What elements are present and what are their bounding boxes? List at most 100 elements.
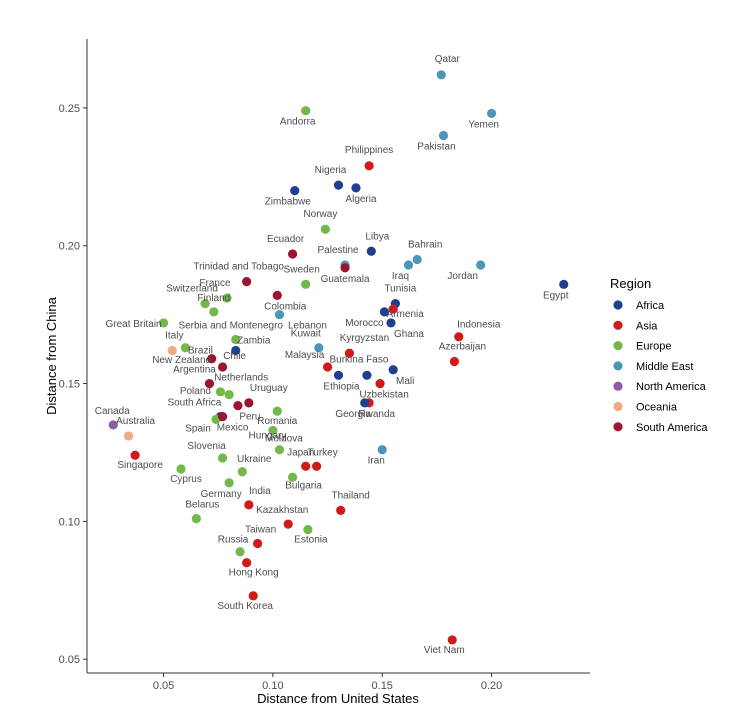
label-rwanda: Rwanda xyxy=(358,409,395,420)
point-argentina xyxy=(204,378,215,389)
y-tick-label: 0.20 xyxy=(59,241,80,253)
label-bulgaria: Bulgaria xyxy=(285,480,322,491)
label-pakistan: Pakistan xyxy=(417,141,455,152)
point-uruguay xyxy=(244,398,254,408)
label-zimbabwe: Zimbabwe xyxy=(265,197,312,208)
point-malaysia xyxy=(322,362,333,372)
point-morocco xyxy=(379,307,390,317)
point-mali xyxy=(388,365,398,375)
label-hong-kong: Hong Kong xyxy=(229,568,279,579)
label-netherlands: Netherlands xyxy=(214,373,268,384)
point-labels: Qatar Yemen Andorra Pakistan Philippines Nige… xyxy=(95,54,569,656)
point-slovenia xyxy=(217,453,228,463)
label-zambia: Zambia xyxy=(237,335,271,346)
point-france xyxy=(222,293,232,303)
point-romania xyxy=(272,406,282,416)
label-algeria: Algeria xyxy=(345,194,377,205)
label-brazil: Brazil xyxy=(188,346,213,357)
point-serbia-and-montenegro xyxy=(231,334,241,345)
label-taiwan: Taiwan xyxy=(245,524,276,535)
legend-label-middle-east: Middle East xyxy=(636,361,693,373)
point-estonia xyxy=(303,525,313,535)
point-andorra xyxy=(301,106,311,116)
label-andorra: Andorra xyxy=(280,117,316,128)
y-tick-label: 0.10 xyxy=(59,516,80,528)
label-norway: Norway xyxy=(303,209,337,220)
point-rwanda xyxy=(360,398,370,408)
point-moldova xyxy=(268,425,278,436)
y-tick-label: 0.25 xyxy=(59,103,80,115)
point-hungary xyxy=(274,445,285,455)
point-chile xyxy=(217,362,228,372)
point-taiwan xyxy=(252,538,263,549)
label-cyprus: Cyprus xyxy=(170,474,202,485)
label-canada: Canada xyxy=(95,406,130,417)
x-tick-label: 0.20 xyxy=(481,680,502,692)
point-ghana xyxy=(386,318,396,328)
label-viet-nam: Viet Nam xyxy=(424,645,465,656)
label-switzerland: Switzerland xyxy=(166,284,218,295)
label-jordan: Jordan xyxy=(447,271,478,282)
legend-key-south-america xyxy=(613,422,623,432)
label-serbia-and-montenegro: Serbia and Montenegro xyxy=(178,320,283,331)
legend-label-asia: Asia xyxy=(636,320,658,332)
label-peru: Peru xyxy=(239,412,260,423)
legend-key-oceania xyxy=(613,401,623,412)
label-armenia: Armenia xyxy=(387,309,425,320)
point-new-zealand xyxy=(207,354,217,364)
point-yemen xyxy=(486,108,497,119)
point-italy xyxy=(167,345,177,356)
label-australia: Australia xyxy=(116,416,155,427)
point-jordan xyxy=(476,260,486,270)
point-russia xyxy=(235,547,245,557)
legend-title: Region xyxy=(610,276,651,291)
point-uzbekistan xyxy=(375,378,385,389)
point-nigeria xyxy=(333,180,344,190)
point-zimbabwe xyxy=(290,186,300,196)
point-egypt xyxy=(559,279,569,289)
point-sweden xyxy=(301,279,311,289)
point-ethiopia xyxy=(333,370,344,380)
label-new-zealand: New Zealand xyxy=(152,355,211,366)
label-argentina: Argentina xyxy=(173,365,216,376)
x-tick-label: 0.15 xyxy=(372,680,393,692)
label-moldova: Moldova xyxy=(265,433,303,444)
label-palestine: Palestine xyxy=(317,245,359,256)
label-colombia: Colombia xyxy=(264,301,307,312)
label-egypt: Egypt xyxy=(543,290,569,301)
point-viet-nam xyxy=(447,635,457,645)
point-zambia xyxy=(231,345,241,356)
point-bulgaria xyxy=(287,472,298,482)
label-spain: Spain xyxy=(185,423,211,434)
point-iraq xyxy=(403,260,414,270)
point-japan xyxy=(301,461,311,471)
point-south-korea xyxy=(248,591,258,601)
label-finland: Finland xyxy=(197,293,230,304)
legend-key-middle-east xyxy=(613,361,623,371)
label-burkina-faso: Burkina Faso xyxy=(329,354,388,365)
point-burkina-faso xyxy=(362,370,372,380)
axes xyxy=(86,39,590,674)
legend: Region Africa Asia Europe Middle East North … xyxy=(610,276,708,434)
point-cyprus xyxy=(176,464,186,474)
legend-key-europe xyxy=(613,341,623,351)
point-norway xyxy=(320,224,330,234)
label-mali: Mali xyxy=(396,376,414,387)
label-iran: Iran xyxy=(368,456,385,467)
label-ethiopia: Ethiopia xyxy=(323,381,360,392)
point-mexico xyxy=(217,412,228,422)
label-poland: Poland xyxy=(180,386,211,397)
label-guatemala: Guatemala xyxy=(321,274,370,285)
label-belarus: Belarus xyxy=(185,500,219,511)
label-ghana: Ghana xyxy=(394,329,424,340)
point-kazakhstan xyxy=(283,519,293,529)
point-armenia xyxy=(388,304,398,314)
point-poland xyxy=(215,387,226,397)
point-guatemala xyxy=(340,263,350,273)
y-tick-label: 0.05 xyxy=(59,654,80,666)
label-south-africa: South Africa xyxy=(167,398,221,409)
point-india xyxy=(244,500,254,510)
label-trinidad-and-tobago: Trinidad and Tobago xyxy=(193,262,284,273)
label-uzbekistan: Uzbekistan xyxy=(359,390,408,401)
point-turkey xyxy=(312,461,322,471)
